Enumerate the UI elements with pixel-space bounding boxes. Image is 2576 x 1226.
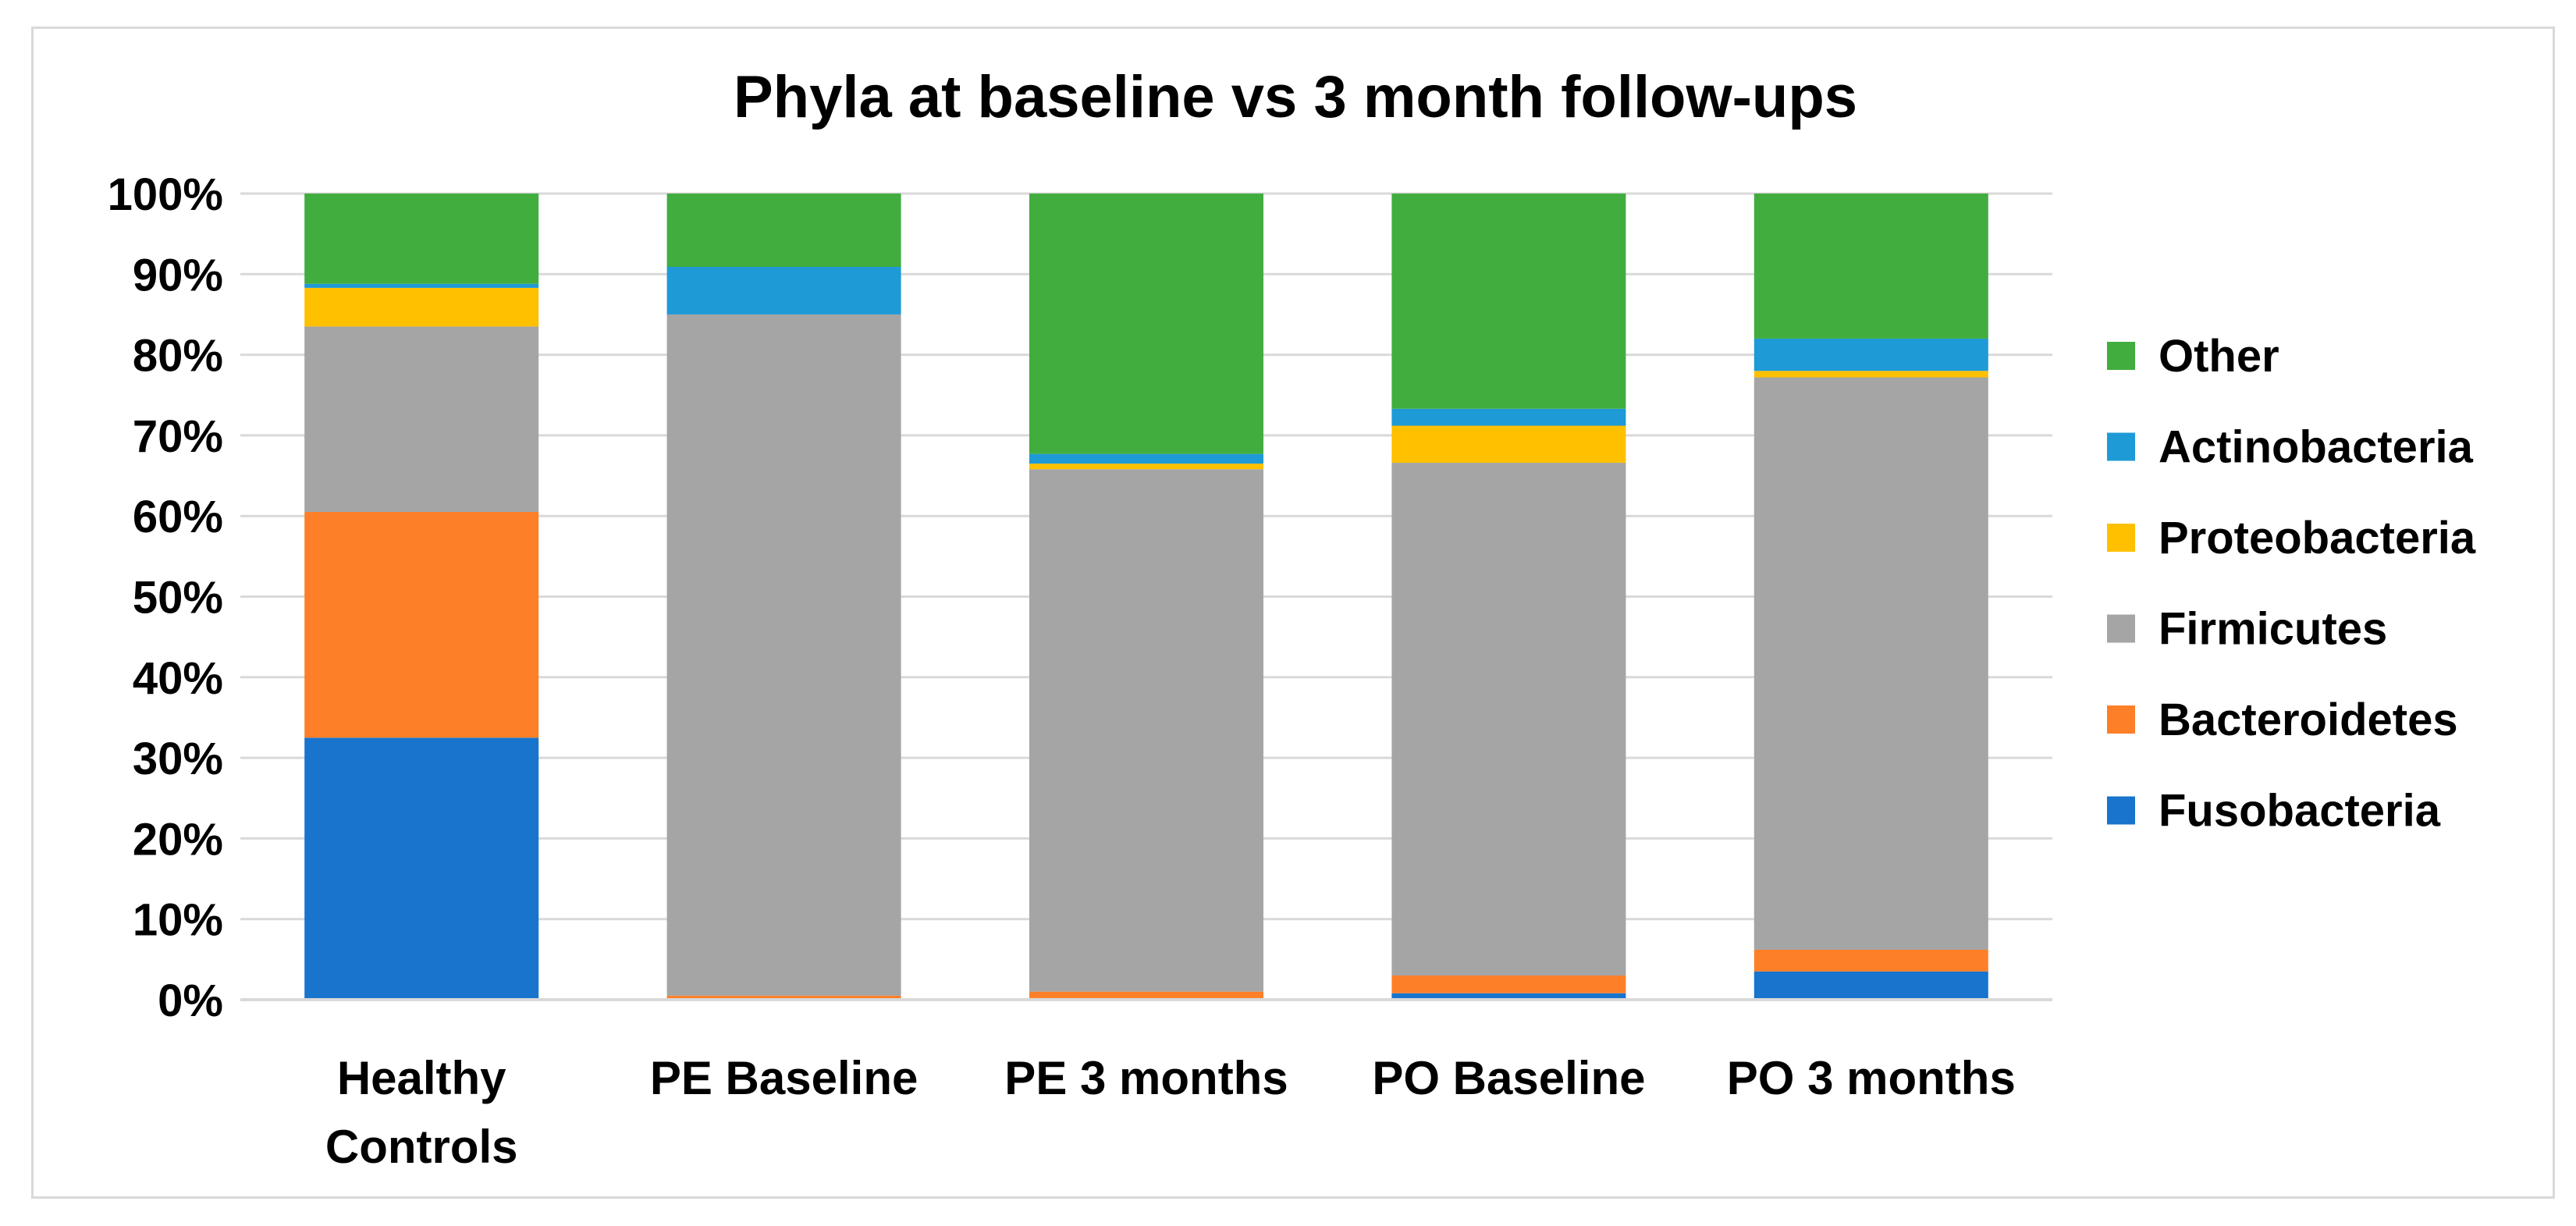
bar-segment-bacteroidetes bbox=[1391, 975, 1626, 993]
y-tick-label: 80% bbox=[133, 331, 223, 382]
bar-segment-actinobacteria bbox=[1029, 453, 1263, 464]
x-axis-categories: Healthy Controls PE Baseline PE 3 months PO … bbox=[325, 1052, 2016, 1173]
bar-segment-actinobacteria bbox=[666, 267, 901, 314]
x-category-label: PO Baseline bbox=[1372, 1052, 1645, 1104]
bar-stack bbox=[304, 194, 539, 1000]
legend-label: Actinobacteria bbox=[2159, 422, 2474, 473]
bar-segment-bacteroidetes bbox=[1029, 991, 1263, 998]
bar-stack bbox=[1029, 194, 1263, 1000]
bar-stack bbox=[666, 194, 901, 1000]
bar-segment-other bbox=[1029, 194, 1263, 454]
bar-segment-proteobacteria bbox=[304, 287, 539, 327]
y-tick-label: 40% bbox=[133, 653, 223, 704]
legend-label: Other bbox=[2159, 331, 2279, 382]
bar-segment-other bbox=[304, 194, 539, 284]
y-tick-label: 10% bbox=[133, 895, 223, 946]
bar-segment-fusobacteria bbox=[304, 737, 539, 1000]
bar-stack bbox=[1753, 194, 1988, 1000]
bar-segment-proteobacteria bbox=[1391, 425, 1626, 464]
legend-label: Fusobacteria bbox=[2159, 786, 2441, 837]
bar-segment-other bbox=[666, 194, 901, 268]
legend-item-other: Other bbox=[2107, 331, 2279, 382]
chart-title: Phyla at baseline vs 3 month follow-ups bbox=[734, 64, 1857, 130]
x-category-label: Healthy Controls bbox=[325, 1052, 518, 1173]
y-tick-label: 30% bbox=[133, 734, 223, 784]
bar-segment-firmicutes bbox=[1029, 469, 1263, 992]
y-tick-label: 60% bbox=[133, 492, 223, 542]
legend: Other Actinobacteria Proteobacteria Firmicu… bbox=[2107, 331, 2476, 837]
y-tick-label: 0% bbox=[158, 975, 223, 1026]
bar-stack bbox=[1391, 194, 1626, 1000]
y-tick-label: 20% bbox=[133, 814, 223, 865]
bar-segment-bacteroidetes bbox=[304, 512, 539, 738]
bar-segment-firmicutes bbox=[1753, 377, 1988, 950]
bar-segment-proteobacteria bbox=[1753, 371, 1988, 378]
bar-segment-fusobacteria bbox=[1391, 993, 1626, 1000]
bar-segment-proteobacteria bbox=[1029, 464, 1263, 470]
y-tick-label: 90% bbox=[133, 250, 223, 300]
legend-item-actinobacteria: Actinobacteria bbox=[2107, 422, 2474, 473]
bar-segment-actinobacteria bbox=[1391, 408, 1626, 426]
bar-segment-firmicutes bbox=[1391, 463, 1626, 976]
legend-item-bacteroidetes: Bacteroidetes bbox=[2107, 695, 2458, 745]
x-category-label: PE 3 months bbox=[1004, 1052, 1288, 1104]
x-category-label: PO 3 months bbox=[1727, 1052, 2016, 1104]
y-tick-label: 100% bbox=[108, 169, 223, 220]
legend-label: Bacteroidetes bbox=[2159, 695, 2458, 745]
x-category-label: PE Baseline bbox=[650, 1052, 918, 1104]
bar-segment-other bbox=[1753, 194, 1988, 339]
bar-segment-fusobacteria bbox=[1753, 971, 1988, 1000]
legend-swatch bbox=[2107, 614, 2135, 643]
bars bbox=[304, 194, 1988, 1000]
legend-item-firmicutes: Firmicutes bbox=[2107, 604, 2387, 655]
legend-label: Firmicutes bbox=[2159, 604, 2387, 655]
bar-segment-firmicutes bbox=[666, 314, 901, 996]
legend-swatch bbox=[2107, 342, 2135, 370]
legend-swatch bbox=[2107, 432, 2135, 461]
bar-segment-firmicutes bbox=[304, 326, 539, 513]
legend-item-fusobacteria: Fusobacteria bbox=[2107, 786, 2441, 837]
y-axis-ticks: 0% 10% 20% 30% 40% 50% 60% 70% 80% 90% 100% bbox=[108, 169, 223, 1026]
legend-swatch bbox=[2107, 705, 2135, 734]
legend-label: Proteobacteria bbox=[2159, 513, 2476, 563]
legend-swatch bbox=[2107, 796, 2135, 825]
legend-item-proteobacteria: Proteobacteria bbox=[2107, 513, 2476, 563]
bar-segment-actinobacteria bbox=[1753, 338, 1988, 371]
y-tick-label: 50% bbox=[133, 573, 223, 624]
bar-segment-other bbox=[1391, 194, 1626, 409]
y-tick-label: 70% bbox=[133, 411, 223, 462]
bar-segment-bacteroidetes bbox=[1753, 949, 1988, 972]
bar-segment-actinobacteria bbox=[304, 283, 539, 288]
bar-segment-bacteroidetes bbox=[666, 995, 901, 999]
legend-swatch bbox=[2107, 524, 2135, 552]
